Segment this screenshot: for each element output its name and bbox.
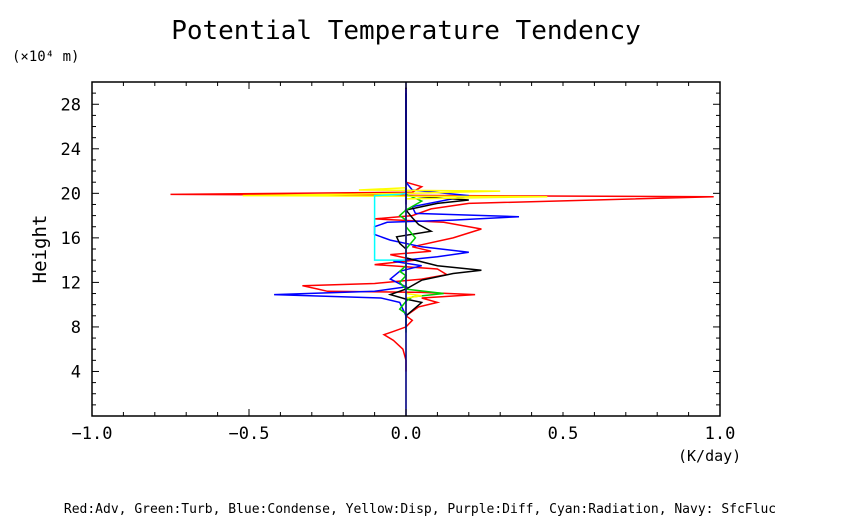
x-tick-label: −0.5	[229, 424, 270, 444]
x-tick-label: −1.0	[72, 424, 113, 444]
x-unit-label: (K/day)	[678, 447, 741, 465]
y-tick-label: 28	[61, 95, 81, 115]
y-tick-label: 20	[61, 184, 81, 204]
ticks-group	[91, 81, 721, 416]
y-axis-label: Height	[29, 215, 51, 284]
y-tick-label: 8	[71, 318, 81, 338]
y-tick-label: 4	[71, 362, 81, 382]
legend-text: Red:Adv, Green:Turb, Blue:Condense, Yell…	[64, 502, 776, 517]
y-tick-label: 16	[61, 229, 81, 249]
x-tick-label: 0.5	[548, 424, 579, 444]
x-tick-label: 1.0	[705, 424, 736, 444]
series-group	[170, 82, 714, 416]
y-tick-label: 12	[61, 273, 81, 293]
y-unit-label: (×10⁴ m)	[12, 49, 79, 65]
series-line-4	[242, 182, 548, 299]
y-tick-labels: 4 8 12 16 20 24 28	[61, 95, 81, 382]
y-tick-label: 24	[61, 140, 81, 160]
x-tick-labels: −1.0 −0.5 0.0 0.5 1.0	[72, 424, 736, 444]
chart-title: Potential Temperature Tendency	[171, 16, 641, 46]
x-tick-label: 0.0	[391, 424, 422, 444]
series-line-0	[170, 87, 714, 372]
series-line-6	[373, 192, 407, 261]
